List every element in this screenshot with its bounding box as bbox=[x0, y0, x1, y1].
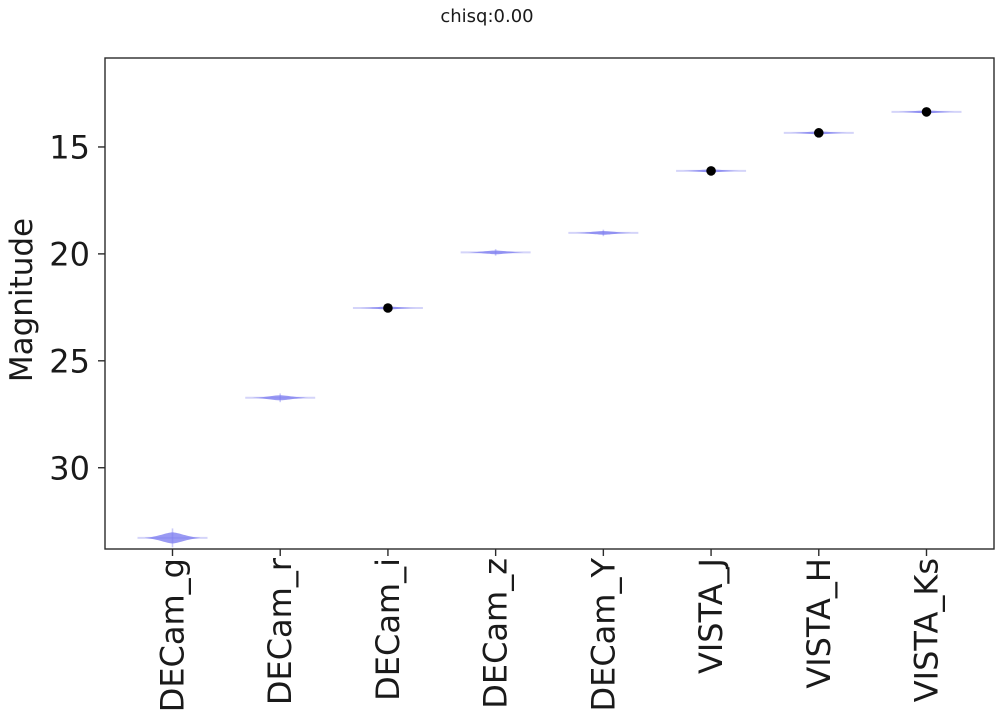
y-tick-label: 25 bbox=[49, 342, 90, 380]
x-tick-label-DECam_Y: DECam_Y bbox=[584, 558, 622, 712]
chart-title: chisq:0.00 bbox=[440, 6, 533, 27]
x-tick-label-DECam_g: DECam_g bbox=[154, 558, 192, 712]
plot-border bbox=[104, 57, 995, 550]
x-tick-label-DECam_i: DECam_i bbox=[369, 558, 407, 701]
violin-DECam_g bbox=[144, 532, 201, 544]
observed-point-VISTA_H bbox=[813, 128, 824, 138]
violin-DECam_Y bbox=[575, 231, 632, 235]
y-tick-label: 15 bbox=[49, 128, 90, 166]
y-tick-label: 20 bbox=[49, 235, 90, 273]
observed-point-VISTA_J bbox=[706, 166, 716, 176]
observed-point-VISTA_Ks bbox=[921, 107, 932, 117]
x-tick-label-VISTA_J: VISTA_J bbox=[692, 558, 730, 674]
violin-DECam_r bbox=[252, 395, 309, 401]
y-tick-label: 30 bbox=[49, 449, 90, 487]
violin-DECam_z bbox=[467, 250, 524, 255]
x-tick-label-VISTA_Ks: VISTA_Ks bbox=[908, 558, 946, 702]
y-axis-label: Magnitude bbox=[4, 218, 40, 382]
x-tick-label-DECam_r: DECam_r bbox=[261, 557, 299, 705]
plot-area: 15 20 25 30 DECam_g DECam_r DECam_i DECam_z DECa… bbox=[49, 107, 962, 712]
x-tick-label-VISTA_H: VISTA_H bbox=[800, 558, 838, 689]
x-tick-label-DECam_z: DECam_z bbox=[477, 558, 515, 709]
observed-point-DECam_i bbox=[383, 303, 393, 313]
